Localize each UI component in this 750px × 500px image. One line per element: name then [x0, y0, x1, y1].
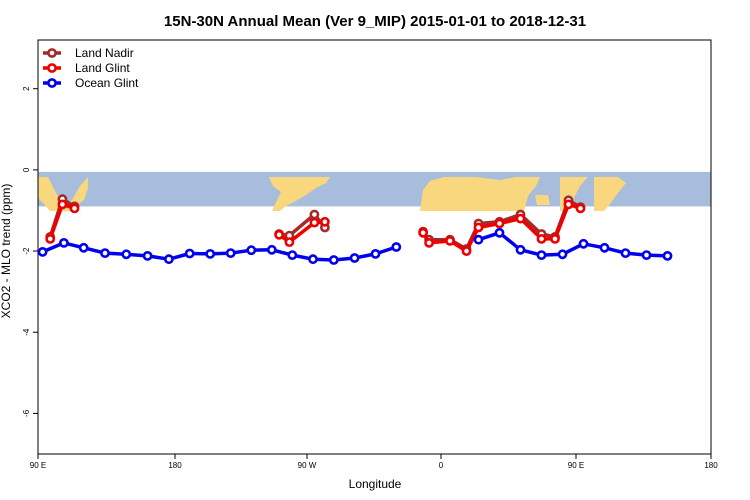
map-land — [420, 177, 540, 211]
series-land-glint — [45, 199, 586, 256]
x-tick-label: 90 W — [298, 461, 317, 470]
data-point — [578, 238, 589, 249]
y-tick-label: -4 — [22, 328, 31, 336]
data-point — [641, 250, 652, 260]
legend-label: Land Glint — [75, 61, 130, 75]
data-point — [142, 250, 153, 261]
legend-label: Land Nadir — [75, 46, 134, 60]
data-point — [266, 244, 277, 255]
data-point — [205, 248, 216, 259]
y-tick-label: 0 — [22, 167, 31, 172]
data-point — [494, 227, 505, 238]
data-point — [45, 233, 56, 244]
y-axis: 2 0 -2 -4 -6 — [22, 86, 38, 417]
data-point — [121, 249, 132, 260]
data-point — [287, 250, 298, 260]
data-point — [550, 233, 560, 244]
data-point — [328, 255, 339, 265]
data-point — [78, 242, 89, 253]
chart-title: 15N-30N Annual Mean (Ver 9_MIP) 2015-01-… — [164, 13, 586, 30]
legend-marker — [47, 48, 57, 58]
data-point — [536, 250, 547, 260]
data-point — [473, 234, 484, 245]
legend-marker — [47, 63, 57, 73]
x-tick-label: 90 E — [568, 461, 584, 470]
data-point — [418, 227, 428, 238]
y-tick-label: -2 — [22, 247, 31, 255]
data-point — [274, 229, 284, 240]
y-tick-label: -6 — [22, 409, 31, 417]
data-point — [59, 237, 69, 248]
x-tick-label: 0 — [439, 461, 444, 470]
map-band — [38, 171, 711, 211]
data-point — [563, 199, 574, 210]
x-tick-label: 180 — [704, 461, 718, 470]
data-point — [163, 254, 174, 265]
y-axis-label: XCO2 - MLO trend (ppm) — [0, 184, 13, 319]
plot-frame — [37, 39, 712, 455]
data-point — [445, 235, 455, 246]
data-point — [494, 218, 505, 229]
legend-label: Ocean Glint — [75, 76, 139, 90]
data-point — [424, 237, 434, 248]
data-point — [515, 213, 526, 224]
data-point — [515, 244, 526, 255]
data-point — [308, 254, 318, 265]
data-point — [309, 209, 320, 220]
data-point — [100, 248, 110, 258]
map-land — [269, 177, 330, 211]
data-point — [370, 248, 381, 259]
data-point — [319, 216, 330, 227]
map-land — [535, 195, 550, 205]
map-land — [594, 177, 626, 211]
legend-marker — [47, 78, 57, 88]
data-point — [391, 242, 402, 252]
data-point — [662, 250, 673, 261]
series-layer — [37, 194, 673, 265]
series-line — [278, 220, 326, 244]
data-point — [557, 249, 568, 260]
data-point — [69, 203, 80, 214]
data-point — [309, 217, 320, 228]
x-axis: 90 E 180 90 W 0 90 E 180 — [30, 454, 718, 470]
series-line — [477, 231, 668, 258]
data-point — [461, 246, 472, 256]
data-point — [599, 242, 610, 253]
x-axis-label: Longitude — [349, 477, 402, 491]
y-tick-label: 2 — [22, 86, 31, 91]
series-line — [41, 241, 397, 262]
data-point — [284, 237, 295, 247]
data-point — [349, 253, 360, 263]
x-tick-label: 180 — [168, 461, 182, 470]
data-point — [57, 199, 68, 210]
data-point — [536, 233, 547, 244]
data-point — [246, 245, 257, 256]
data-point — [225, 248, 236, 258]
data-point — [575, 203, 586, 214]
data-point — [37, 246, 48, 257]
x-tick-label: 90 E — [30, 461, 46, 470]
data-point — [473, 222, 484, 233]
data-point — [620, 248, 631, 258]
series-ocean-glint — [37, 227, 673, 265]
data-point — [184, 248, 195, 259]
